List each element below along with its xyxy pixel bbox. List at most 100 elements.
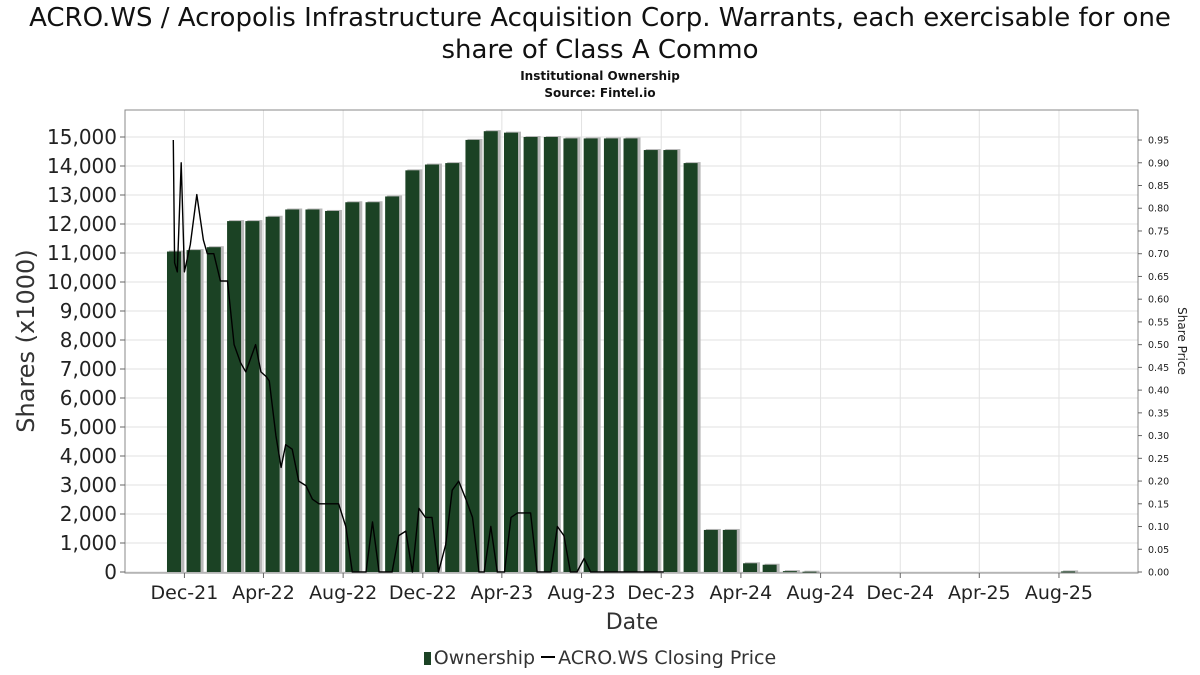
x-tick-label: Dec-22 — [389, 582, 457, 604]
ownership-chart: 0 1,000 2,000 3,000 4,000 5,000 6,000 7,000 8,00… — [12, 109, 1189, 635]
ownership-bar — [285, 209, 300, 572]
legend-ownership-label: Ownership — [433, 647, 536, 669]
y2-tick-label: 0.45 — [1148, 363, 1169, 374]
y2-tick-label: 0.65 — [1148, 272, 1169, 283]
ownership-bar — [563, 138, 578, 572]
ownership-bar — [405, 170, 420, 572]
y2-tick-label: 0.80 — [1148, 204, 1169, 215]
ownership-bar — [503, 132, 518, 572]
y2-tick-label: 0.75 — [1148, 226, 1169, 237]
ownership-bar — [722, 529, 737, 572]
chart-subtitle: Institutional Ownership — [520, 69, 680, 83]
ownership-bar — [663, 150, 678, 573]
ownership-bar — [543, 137, 558, 572]
ownership-bar — [445, 163, 460, 572]
legend-ownership-swatch — [423, 652, 431, 665]
ownership-bar — [802, 571, 817, 573]
ownership-bar — [623, 138, 638, 572]
price-line — [172, 139, 664, 573]
ownership-bar — [603, 138, 618, 572]
plot-frame — [124, 109, 1139, 574]
ownership-bar — [683, 163, 698, 572]
ownership-bar — [325, 210, 340, 572]
y-tick-label: 9,000 — [60, 299, 117, 323]
legend-price-label: ACRO.WS Closing Price — [558, 647, 777, 669]
y2-tick-label: 0.95 — [1148, 136, 1169, 147]
y-tick-label: 12,000 — [47, 212, 117, 236]
x-tick-label: Dec-24 — [866, 582, 934, 604]
ownership-bar — [743, 563, 758, 572]
y2-tick-label: 0.90 — [1148, 158, 1169, 169]
y2-tick-label: 0.70 — [1148, 249, 1169, 260]
ownership-bar — [703, 529, 718, 572]
y2-tick-label: 0.85 — [1148, 181, 1169, 192]
y-tick-label: 5,000 — [60, 415, 117, 439]
x-tick-label: Apr-22 — [232, 582, 295, 604]
ownership-bar — [305, 209, 320, 572]
chart-source: Source: Fintel.io — [544, 86, 656, 100]
ownership-bar — [365, 202, 380, 572]
ownership-bar — [227, 221, 242, 572]
x-tick-label: Dec-21 — [151, 582, 219, 604]
ownership-bar — [265, 216, 280, 572]
x-tick-label: Dec-23 — [627, 582, 695, 604]
y2-axis-label: Share Price — [1175, 307, 1189, 375]
ownership-bar — [465, 139, 480, 572]
chart-title: ACRO.WS / Acropolis Infrastructure Acqui… — [29, 3, 1171, 65]
x-tick-label: Aug-25 — [1025, 582, 1093, 604]
y-tick-label: 10,000 — [47, 270, 117, 294]
x-tick-label: Apr-25 — [948, 582, 1011, 604]
y2-tick-label: 0.15 — [1148, 499, 1169, 510]
y-tick-label: 7,000 — [60, 357, 117, 381]
legend-price-swatch — [541, 656, 556, 658]
y-tick-label: 3,000 — [60, 473, 117, 497]
legend: Ownership ACRO.WS Closing Price — [0, 646, 1200, 670]
ownership-bar — [643, 150, 658, 573]
ownership-bars — [166, 130, 1079, 573]
y-tick-label: 13,000 — [47, 183, 117, 207]
ownership-bar — [245, 221, 260, 572]
ownership-bar — [782, 571, 797, 573]
x-tick-label: Aug-22 — [309, 582, 377, 604]
y-tick-label: 2,000 — [60, 502, 117, 526]
y-tick-label: 0 — [104, 560, 117, 584]
y2-tick-label: 0.40 — [1148, 386, 1169, 397]
y-tick-label: 11,000 — [47, 241, 117, 265]
y-axis-right: 0.00 0.05 0.10 0.15 0.20 0.25 0.30 0.35 0.40 0.45… — [1138, 136, 1169, 579]
y-tick-label: 8,000 — [60, 328, 117, 352]
ownership-bar — [206, 247, 221, 572]
y-tick-label: 6,000 — [60, 386, 117, 410]
x-tick-label: Aug-23 — [547, 582, 615, 604]
ownership-bar — [583, 138, 598, 572]
x-tick-label: Apr-23 — [471, 582, 534, 604]
y-tick-label: 1,000 — [60, 531, 117, 555]
ownership-bar — [1061, 571, 1076, 573]
ownership-bar — [385, 196, 400, 572]
y2-tick-label: 0.60 — [1148, 295, 1169, 306]
ownership-bar — [424, 164, 439, 573]
y2-tick-label: 0.05 — [1148, 545, 1169, 556]
x-tick-label: Aug-24 — [787, 582, 855, 604]
y-tick-label: 14,000 — [47, 154, 117, 178]
x-tick-label: Apr-24 — [710, 582, 773, 604]
y2-tick-label: 0.25 — [1148, 454, 1169, 465]
y2-tick-label: 0.30 — [1148, 431, 1169, 442]
y2-tick-label: 0.20 — [1148, 477, 1169, 488]
y-tick-label: 4,000 — [60, 444, 117, 468]
ownership-bar — [345, 202, 360, 572]
ownership-bar — [483, 131, 498, 572]
ownership-bar — [523, 137, 538, 572]
y2-tick-label: 0.55 — [1148, 317, 1169, 328]
y2-tick-label: 0.00 — [1148, 568, 1169, 579]
ownership-bar — [186, 250, 201, 572]
x-axis: Dec-21 Apr-22 Aug-22 Dec-22 Apr-23 Aug-23 Dec-… — [151, 573, 1093, 604]
price-line-layer — [172, 139, 664, 573]
y2-tick-label: 0.35 — [1148, 408, 1169, 419]
y-axis-left: 0 1,000 2,000 3,000 4,000 5,000 6,000 7,000 8,00… — [47, 125, 125, 584]
y-tick-label: 15,000 — [47, 125, 117, 149]
ownership-bar — [762, 564, 777, 572]
y2-tick-label: 0.10 — [1148, 522, 1169, 533]
y2-tick-label: 0.50 — [1148, 340, 1169, 351]
ownership-bar — [166, 251, 181, 573]
x-axis-label: Date — [606, 610, 659, 635]
